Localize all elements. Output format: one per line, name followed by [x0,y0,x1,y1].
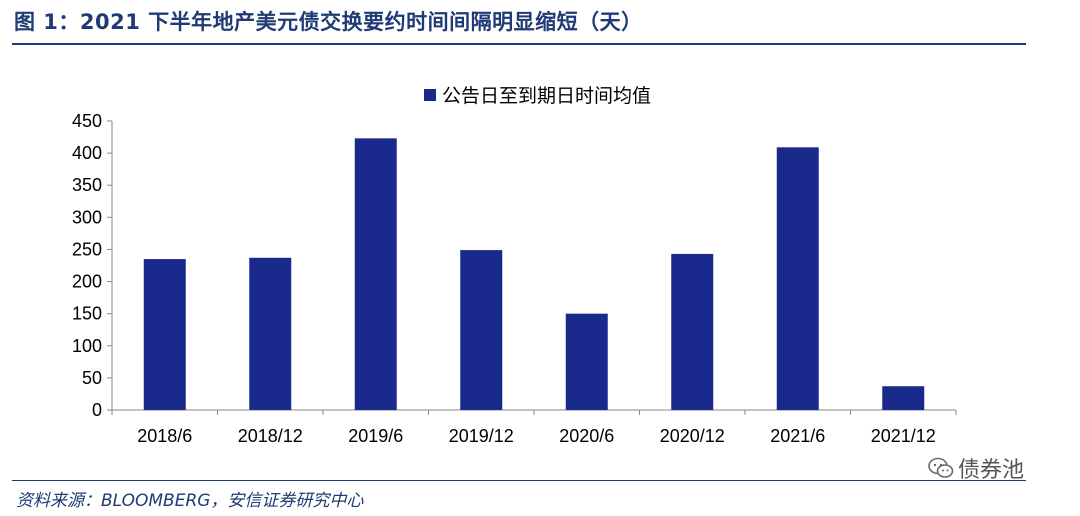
y-axis-ticks: 0 50 100 150 200 250 300 350 400 450 [72,111,112,420]
bar-series [143,138,925,410]
wechat-icon [928,457,954,478]
x-tick-label: 2019/12 [449,426,514,446]
y-tick-label: 400 [72,143,102,163]
watermark: 债券池 [928,452,1024,484]
title-divider [12,43,1026,45]
bar-2021-6 [776,147,819,410]
y-tick-label: 450 [72,111,102,131]
y-tick-label: 150 [72,304,102,324]
y-tick-label: 50 [82,368,102,388]
x-tick-label: 2018/6 [137,426,192,446]
y-tick-label: 200 [72,272,102,292]
y-tick-label: 350 [72,175,102,195]
x-axis-ticks [111,410,957,415]
bar-2018-6 [143,259,186,410]
chart-legend: 公告日至到期日时间均值 [424,85,651,107]
legend-swatch [424,89,436,101]
watermark-text: 债券池 [958,458,1025,483]
legend-label: 公告日至到期日时间均值 [442,85,651,107]
x-axis-labels: 2018/6 2018/12 2019/6 2019/12 2020/6 2020/12 2… [137,426,936,446]
y-tick-label: 300 [72,207,102,227]
bar-chart: 公告日至到期日时间均值 050100150200250300350400450 … [72,85,957,446]
x-tick-label: 2018/12 [238,426,303,446]
bar-2020-6 [565,313,608,410]
y-tick-label: 0 [92,400,102,420]
bar-2019-12 [460,250,503,410]
source-note: 资料来源：BLOOMBERG，安信证券研究中心 [16,491,364,511]
figure-title: 图 1：2021 下半年地产美元债交换要约时间间隔明显缩短（天） [14,10,643,34]
bar-2018-12 [249,257,292,410]
bar-2019-6 [354,138,397,410]
footer-divider [12,480,1026,481]
x-tick-label: 2020/6 [559,426,614,446]
bar-2021-12 [882,386,925,410]
x-tick-label: 2021/6 [770,426,825,446]
x-tick-label: 2019/6 [348,426,403,446]
y-tick-label: 100 [72,336,102,356]
y-tick-label: 250 [72,239,102,259]
x-tick-label: 2021/12 [871,426,936,446]
bar-2020-12 [671,253,714,410]
x-tick-label: 2020/12 [660,426,725,446]
